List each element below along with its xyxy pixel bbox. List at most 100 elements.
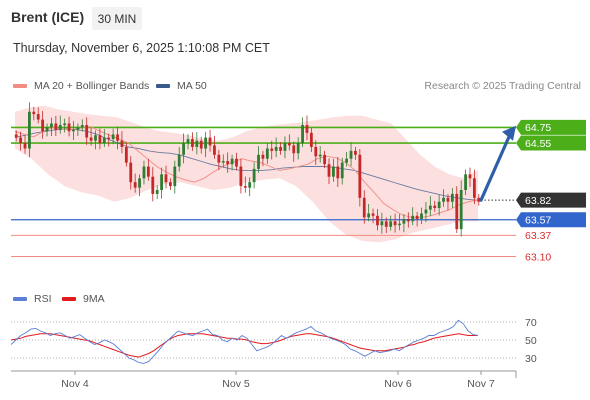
legend-rsi-label: RSI bbox=[34, 293, 52, 305]
last-price-label: 63.82 bbox=[516, 192, 586, 208]
candle-body bbox=[76, 127, 80, 130]
candle-body bbox=[160, 174, 163, 190]
ma50-line bbox=[14, 128, 479, 201]
candle-body bbox=[389, 221, 393, 227]
candle-body bbox=[464, 174, 467, 190]
candle-body bbox=[28, 111, 31, 149]
legend-ma20-swatch bbox=[13, 84, 27, 88]
candle-body bbox=[173, 166, 177, 187]
candle-body bbox=[309, 132, 313, 147]
candle-body bbox=[133, 182, 137, 188]
candle-body bbox=[124, 146, 128, 163]
candle-body bbox=[296, 143, 300, 154]
candle-body bbox=[54, 123, 58, 130]
candle-body bbox=[446, 197, 450, 202]
candle-body bbox=[116, 134, 119, 141]
candle-body bbox=[63, 123, 67, 126]
candle-body bbox=[36, 114, 40, 120]
rsi-line bbox=[10, 319, 479, 364]
timestamp: Thursday, November 6, 2025 1:10:08 PM CE… bbox=[13, 41, 270, 55]
candle-body bbox=[402, 218, 406, 224]
bollinger-band bbox=[15, 105, 478, 243]
candle-body bbox=[437, 201, 441, 208]
candle-body bbox=[340, 162, 344, 179]
candle-body bbox=[415, 215, 419, 219]
candle-body bbox=[235, 158, 238, 167]
price-label-text: 63.57 bbox=[525, 215, 551, 227]
candle-body bbox=[177, 154, 181, 167]
candle-body bbox=[393, 221, 397, 226]
price-label-bg bbox=[516, 212, 586, 228]
candle-body bbox=[230, 158, 234, 165]
candle-body bbox=[371, 213, 375, 216]
candle-body bbox=[142, 166, 146, 179]
forecast-arrow-shaft bbox=[479, 135, 511, 202]
candle-body bbox=[327, 164, 331, 177]
candle-body bbox=[380, 221, 384, 226]
x-tick-label-nov-6: Nov 6 bbox=[384, 378, 412, 390]
candle-body bbox=[384, 221, 388, 227]
candle-body bbox=[257, 154, 260, 169]
candle-body bbox=[182, 143, 186, 155]
candle-body bbox=[58, 125, 62, 130]
candle-body bbox=[354, 150, 357, 155]
candle-body bbox=[314, 146, 318, 157]
candle-body bbox=[72, 129, 75, 132]
timeframe-badge[interactable]: 30 MIN bbox=[92, 7, 142, 30]
candle-body bbox=[270, 148, 274, 151]
candle-body bbox=[85, 125, 89, 138]
candle-body bbox=[450, 193, 454, 202]
candle-body bbox=[195, 140, 199, 147]
rsi-tick-label-30: 30 bbox=[525, 353, 537, 365]
legend-ma9-label: 9MA bbox=[83, 293, 105, 305]
candle-body bbox=[80, 125, 84, 128]
candle-body bbox=[252, 168, 256, 183]
candle-body bbox=[243, 186, 247, 188]
candle-body bbox=[248, 182, 252, 188]
instrument-title: Brent (ICE) bbox=[11, 9, 85, 25]
candle-body bbox=[204, 137, 208, 149]
candle-body bbox=[305, 125, 309, 133]
candle-body bbox=[226, 161, 230, 165]
candle-body bbox=[164, 174, 168, 183]
candle-body bbox=[151, 176, 155, 194]
candle-body bbox=[362, 197, 366, 218]
candle-body bbox=[428, 205, 432, 210]
legend-ma20-label: MA 20 + Bollinger Bands bbox=[34, 80, 150, 92]
candle-body bbox=[67, 123, 71, 132]
candle-body bbox=[45, 127, 49, 132]
candle-body bbox=[191, 139, 194, 147]
candle-body bbox=[98, 135, 102, 144]
candle-body bbox=[146, 166, 150, 177]
candle-body bbox=[349, 150, 353, 159]
price-label-text: 64.75 bbox=[525, 122, 551, 134]
candle-body bbox=[129, 162, 133, 183]
candle-body bbox=[406, 218, 410, 222]
candle-body bbox=[221, 161, 225, 163]
x-tick-label-nov-7: Nov 7 bbox=[467, 378, 495, 390]
candle-body bbox=[89, 137, 93, 141]
candle-body bbox=[398, 223, 401, 226]
candle-body bbox=[420, 213, 423, 219]
candle-body bbox=[169, 182, 172, 187]
candle-body bbox=[107, 137, 111, 140]
price-label-64-55: 64.55 bbox=[516, 135, 586, 151]
price-label-bg bbox=[516, 119, 586, 135]
candle-body bbox=[217, 154, 221, 163]
legend-ma50-swatch bbox=[156, 84, 170, 88]
candle-body bbox=[279, 146, 282, 151]
candle-body bbox=[208, 137, 212, 146]
candle-body bbox=[318, 154, 322, 157]
price-label-63-37: 63.37 bbox=[525, 230, 551, 242]
price-label-63-57: 63.57 bbox=[516, 212, 586, 228]
price-label-bg bbox=[516, 135, 586, 151]
candle-body bbox=[292, 145, 296, 154]
candle-body bbox=[274, 146, 278, 151]
candle-body bbox=[14, 134, 18, 138]
candle-body bbox=[332, 166, 335, 177]
legend-rsi-swatch bbox=[13, 297, 27, 301]
candle-body bbox=[411, 215, 415, 222]
rsi-tick-label-70: 70 bbox=[525, 317, 537, 329]
